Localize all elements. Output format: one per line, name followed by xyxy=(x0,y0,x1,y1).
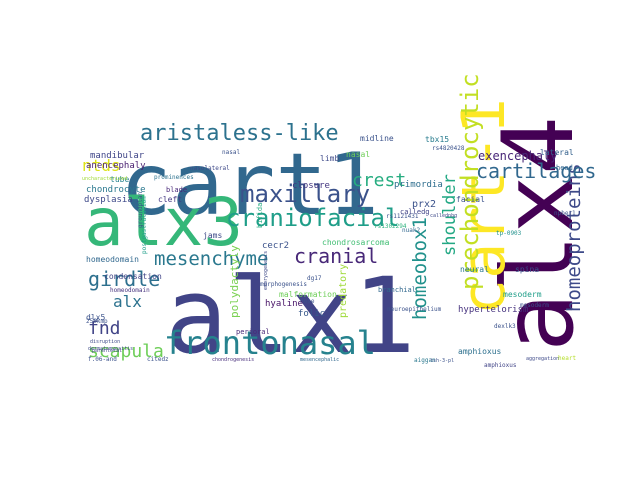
word-85: homeodomain xyxy=(110,287,150,294)
word-0: alx1 xyxy=(165,255,415,377)
word-49: chondrosarcoma xyxy=(322,238,390,247)
word-71: branchial xyxy=(378,286,416,294)
word-4: cart-1 xyxy=(449,98,519,315)
word-80: chondrogenesis xyxy=(212,357,254,363)
word-29: dysplasia xyxy=(84,195,133,205)
word-50: condensation xyxy=(104,272,162,281)
word-77: citedz xyxy=(147,356,169,363)
word-79: dermatomyositis xyxy=(88,346,133,352)
word-41: lateral xyxy=(540,148,574,157)
word-91: tsh-3-pl xyxy=(430,358,454,364)
word-40: amphioxus xyxy=(458,347,502,356)
word-14: crest xyxy=(352,170,406,191)
word-34: folic xyxy=(298,309,325,319)
word-5: frontonasal xyxy=(164,324,376,362)
word-24: predatory xyxy=(338,264,349,318)
word-18: scapula xyxy=(88,341,164,362)
word-82: embryogenesis xyxy=(263,251,269,290)
word-37: facial xyxy=(456,195,485,204)
word-2: alx3 xyxy=(84,184,243,261)
word-90: nuak2 xyxy=(402,227,420,234)
word-48: bifida xyxy=(256,203,264,228)
word-21: alx xyxy=(113,292,142,311)
word-58: prominences xyxy=(154,174,194,181)
word-63: nasal xyxy=(222,149,240,156)
word-44: midline xyxy=(360,134,394,143)
word-92: aggregation xyxy=(526,356,559,362)
word-74: amphioxus xyxy=(484,362,517,369)
word-45: limb xyxy=(320,154,339,163)
word-75: dexlk3 xyxy=(494,323,516,330)
word-81: morphogenesis xyxy=(260,281,307,288)
word-83: dg17 xyxy=(307,275,322,282)
word-70: callednbg xyxy=(430,213,457,219)
word-6: prechondrocytic xyxy=(456,73,484,290)
word-65: tp-0903 xyxy=(496,230,522,237)
word-73: mesoderm xyxy=(520,302,549,309)
word-22: exencephaly xyxy=(478,149,557,163)
word-10: homeoproteins xyxy=(563,163,585,312)
word-16: shoulder xyxy=(440,174,460,256)
word-36: primordia xyxy=(394,180,443,190)
word-33: malformation xyxy=(279,290,337,299)
word-84: nose xyxy=(300,298,315,305)
word-11: cartilages xyxy=(476,159,596,183)
word-39: mesoderm xyxy=(503,290,542,299)
word-53: dlx5 xyxy=(86,313,105,322)
word-17: girdle xyxy=(88,267,160,291)
word-87: parenteral xyxy=(92,348,122,354)
word-25: prx2 xyxy=(412,199,436,210)
word-19: ntds xyxy=(82,156,121,175)
word-30: tube xyxy=(110,175,129,184)
word-28: chondrocyte xyxy=(86,185,146,195)
word-62: head xyxy=(556,164,573,172)
word-93: heart xyxy=(558,355,576,362)
word-27: anencephaly xyxy=(86,161,146,171)
word-32: hyaline xyxy=(265,299,303,309)
word-7: aristaless-like xyxy=(140,121,339,146)
word-72: neuroepithelium xyxy=(387,306,442,313)
word-20: fnd xyxy=(88,318,121,339)
word-3: alx4 xyxy=(482,116,596,352)
word-57: nasolateral xyxy=(190,165,230,172)
word-60: groundplan xyxy=(137,191,144,228)
word-86: 250kmp xyxy=(86,318,108,325)
word-55: cleft xyxy=(158,195,182,204)
word-26: mandibular xyxy=(90,151,145,161)
word-15: cranial xyxy=(294,244,378,268)
word-12: mesenchyme xyxy=(154,248,268,270)
word-88: f.06-and xyxy=(88,356,117,363)
word-42: nasal xyxy=(346,150,370,159)
word-38: hypertelorism xyxy=(458,305,528,315)
word-56: jams xyxy=(203,231,222,240)
word-68: rs1302294 xyxy=(374,223,407,230)
word-78: mesencephalic xyxy=(300,357,339,363)
word-61: uncharacterized xyxy=(82,176,127,182)
word-76: aiggan xyxy=(414,357,436,364)
word-59: postgastrulation xyxy=(141,196,148,254)
word-23: polydactyly xyxy=(228,245,241,318)
word-51: homeodomain xyxy=(86,255,139,264)
word-52: perioral xyxy=(236,328,270,336)
word-89: disruption xyxy=(90,339,120,345)
word-46: neural xyxy=(460,265,489,274)
word-69: calledg xyxy=(400,208,430,216)
word-8: craniofacial xyxy=(226,204,399,232)
word-1: cart1 xyxy=(120,135,379,235)
word-67: rs1121431 xyxy=(386,213,419,220)
word-31: cecr2 xyxy=(262,241,289,251)
word-47: spina xyxy=(515,265,539,274)
word-43: tbx15 xyxy=(425,135,449,144)
word-54: blade xyxy=(166,186,187,194)
word-66: npber1 xyxy=(554,210,576,217)
word-13: homeobox1 xyxy=(409,217,431,320)
word-9: maxillary xyxy=(240,180,370,208)
word-64: rs4820428 xyxy=(432,145,465,152)
word-35: closure xyxy=(292,181,330,191)
